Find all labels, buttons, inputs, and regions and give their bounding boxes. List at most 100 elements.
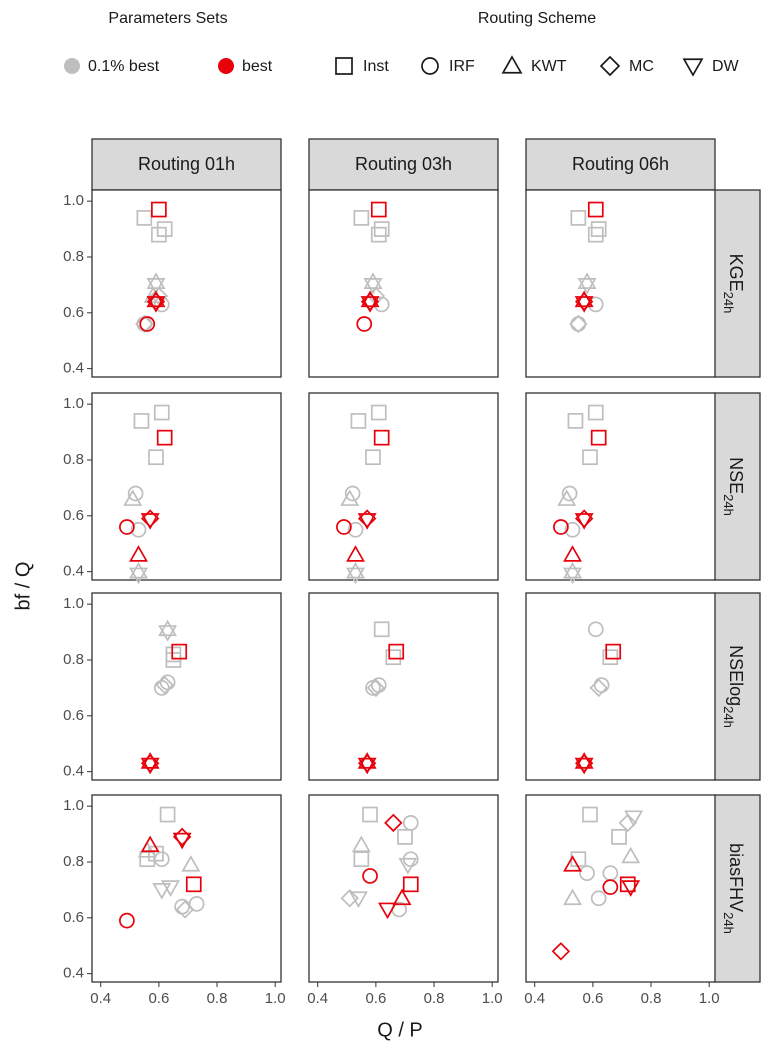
marker: [611, 829, 627, 845]
marker: [129, 567, 148, 585]
marker: [370, 226, 387, 243]
marker: [366, 678, 386, 698]
marker: [557, 489, 577, 506]
marker: [346, 545, 365, 562]
legend-marker: [218, 58, 234, 74]
panel: [525, 392, 716, 581]
marker: [340, 489, 360, 506]
marker: [360, 290, 380, 308]
marker: [353, 210, 370, 226]
strip: [308, 138, 499, 191]
row-label-sub: 24h: [721, 912, 736, 934]
row-label: biasFHV24h: [721, 843, 746, 934]
row-label: NSElog24h: [721, 645, 746, 728]
y-tick-label: 0.8: [63, 853, 84, 870]
legend-title: Routing Scheme: [478, 10, 596, 27]
marker: [171, 643, 188, 660]
legend-marker: [682, 58, 704, 77]
marker: [587, 201, 604, 218]
marker: [587, 226, 604, 243]
x-tick-label: 0.4: [307, 990, 328, 1007]
marker: [563, 855, 582, 872]
marker: [567, 413, 584, 429]
marker: [340, 889, 359, 908]
column-label: Routing 01h: [138, 154, 235, 174]
marker: [363, 278, 383, 295]
legend-label: IRF: [449, 58, 475, 75]
marker: [185, 876, 202, 893]
column-label: Routing 03h: [355, 154, 452, 174]
marker: [392, 888, 412, 906]
marker: [582, 806, 598, 823]
x-tick-label: 0.4: [90, 990, 111, 1007]
marker: [590, 429, 607, 446]
strip: [713, 392, 761, 581]
marker: [569, 314, 588, 334]
marker: [590, 890, 607, 907]
marker: [602, 879, 619, 895]
marker: [373, 621, 390, 638]
y-tick-label: 1.0: [63, 192, 84, 209]
x-tick-label: 0.6: [148, 990, 169, 1007]
marker: [151, 201, 167, 218]
marker: [158, 619, 178, 637]
marker: [605, 643, 622, 660]
y-tick-label: 0.6: [63, 909, 84, 926]
marker: [365, 449, 381, 466]
marker: [129, 545, 148, 562]
row-label-main: NSElog: [726, 645, 746, 706]
marker: [360, 296, 380, 313]
y-tick-label: 1.0: [63, 395, 84, 412]
x-tick-label: 0.4: [524, 990, 545, 1007]
marker: [130, 521, 147, 538]
legend-marker: [64, 58, 80, 74]
marker: [577, 272, 597, 289]
marker: [348, 891, 368, 908]
y-tick-label: 1.0: [63, 797, 84, 814]
row-label-main: NSE: [726, 457, 746, 494]
panel: [525, 189, 716, 378]
y-tick-label: 1.0: [63, 595, 84, 612]
marker: [119, 912, 135, 929]
marker: [582, 449, 598, 466]
y-tick-label: 0.4: [63, 965, 84, 982]
marker: [574, 513, 594, 530]
marker: [357, 752, 377, 769]
x-tick-label: 0.8: [207, 990, 228, 1007]
strip: [713, 794, 761, 983]
marker: [159, 806, 176, 823]
x-tick-label: 0.8: [424, 990, 445, 1007]
strip: [713, 189, 761, 378]
row-label: KGE24h: [721, 254, 746, 314]
marker: [346, 561, 365, 579]
panel: [308, 189, 499, 378]
marker: [618, 813, 637, 833]
marker: [563, 545, 582, 562]
panel: [525, 592, 716, 781]
marker: [579, 865, 595, 881]
marker: [140, 835, 160, 853]
marker: [370, 201, 387, 218]
marker: [553, 519, 569, 535]
marker: [574, 752, 594, 769]
panel: [308, 392, 499, 581]
x-tick-label: 1.0: [265, 990, 286, 1007]
marker: [378, 902, 397, 920]
marker: [119, 519, 135, 535]
y-tick-label: 0.8: [63, 651, 84, 668]
marker: [397, 829, 413, 845]
marker: [165, 652, 182, 668]
y-tick-label: 0.6: [63, 304, 84, 321]
marker: [140, 752, 160, 769]
marker: [402, 876, 419, 893]
marker: [357, 513, 377, 530]
legend-label: KWT: [531, 58, 567, 75]
x-axis-label: Q / P: [377, 1019, 423, 1041]
legend-title: Parameters Sets: [108, 10, 227, 27]
marker: [127, 485, 144, 502]
marker: [570, 210, 587, 226]
marker: [362, 806, 378, 823]
legend-marker: [501, 55, 523, 74]
y-axis-label: bf / Q: [12, 562, 34, 611]
